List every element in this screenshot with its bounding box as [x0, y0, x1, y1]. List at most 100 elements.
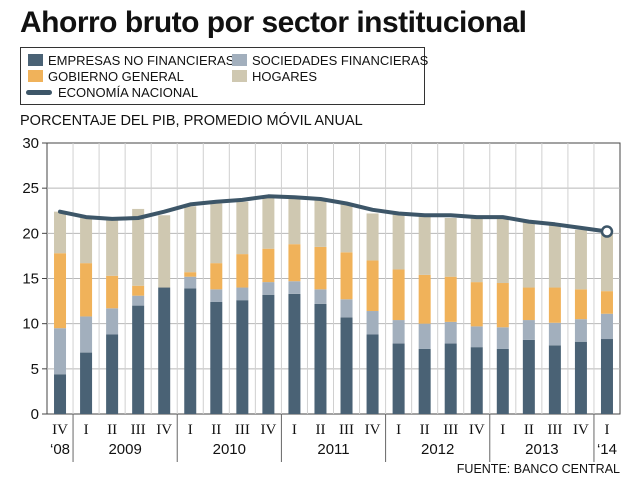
- bar-segment: [574, 319, 587, 342]
- bar-segment: [314, 289, 327, 304]
- line-end-marker: [600, 225, 614, 238]
- bar-segment: [288, 281, 301, 294]
- line-economia-nacional: [58, 194, 609, 234]
- y-tick-label: 30: [22, 135, 39, 152]
- legend-label-gobierno: GOBIERNO GENERAL: [48, 68, 184, 84]
- bar-segment: [106, 334, 119, 414]
- legend-swatch-hogares: [232, 70, 247, 82]
- bar-segment: [340, 252, 353, 300]
- bar-segment: [496, 217, 509, 284]
- bar-segment: [80, 263, 93, 317]
- bar-segment: [366, 334, 379, 414]
- bar-segment: [262, 294, 275, 414]
- x-tick-label-year: ‘08: [50, 441, 70, 458]
- legend-item-empresas: EMPRESAS NO FINANCIERAS: [28, 52, 234, 68]
- bar-segment: [392, 269, 405, 321]
- bar-segment: [548, 322, 561, 346]
- legend-line-economia: [26, 89, 52, 95]
- bar-segment: [366, 213, 379, 261]
- legend-item-gobierno: GOBIERNO GENERAL: [28, 68, 184, 84]
- x-tick-label-quarter: IV: [260, 422, 276, 438]
- y-tick-label: 20: [22, 225, 39, 242]
- bar-segment: [54, 211, 67, 254]
- bar-segment: [574, 229, 587, 290]
- bar-segment: [392, 343, 405, 414]
- bar-segment: [444, 276, 457, 322]
- bar-segment: [236, 287, 249, 301]
- bar-segment: [340, 204, 353, 253]
- x-tick-label-quarter: III: [339, 422, 354, 438]
- y-tick-label: 15: [22, 271, 39, 288]
- legend-label-sociedades: SOCIEDADES FINANCIERAS: [252, 52, 429, 68]
- legend-item-hogares: HOGARES: [232, 68, 317, 84]
- bar-segment: [418, 216, 431, 275]
- bar-segment: [600, 233, 613, 292]
- bar-segment: [184, 206, 197, 273]
- bar-segment: [54, 374, 67, 414]
- bar-segment: [366, 260, 379, 312]
- bar-segment: [392, 320, 405, 344]
- chart-title: Ahorro bruto por sector institucional: [20, 6, 527, 39]
- bar-segment: [80, 352, 93, 414]
- bar-segment: [574, 289, 587, 320]
- bar-segment: [106, 219, 119, 276]
- bar-segment: [444, 217, 457, 277]
- bar-segment: [262, 248, 275, 283]
- bar-segment: [600, 339, 613, 414]
- x-tick-label-quarter: II: [524, 422, 534, 438]
- legend-label-economia: ECONOMÍA NACIONAL: [58, 84, 199, 100]
- bar-segment: [366, 311, 379, 335]
- bar-segment: [340, 299, 353, 318]
- y-tick-label: 10: [22, 316, 39, 333]
- y-tick-label: 5: [31, 361, 39, 378]
- bar-segment: [80, 316, 93, 353]
- bar-segment: [210, 301, 223, 414]
- x-tick-label-quarter: II: [420, 422, 430, 438]
- bar-segment: [444, 321, 457, 344]
- bar-segment: [210, 203, 223, 264]
- x-tick-label-year: 2009: [108, 441, 141, 458]
- bar-segment: [574, 341, 587, 414]
- bar-segment: [418, 323, 431, 349]
- source-note: FUENTE: BANCO CENTRAL: [456, 462, 620, 476]
- bar-segment: [54, 328, 67, 375]
- legend-swatch-empresas: [28, 54, 43, 66]
- legend: EMPRESAS NO FINANCIERAS SOCIEDADES FINAN…: [20, 47, 428, 105]
- x-tick-label-quarter: IV: [156, 422, 172, 438]
- bar-segment: [470, 217, 483, 283]
- x-tick-label-quarter: III: [547, 422, 562, 438]
- chart-subtitle: PORCENTAJE DEL PIB, PROMEDIO MÓVIL ANUAL: [20, 113, 363, 129]
- bar-segment: [106, 308, 119, 335]
- bar-segment: [288, 293, 301, 414]
- bar-segment: [288, 244, 301, 282]
- bar-segment: [210, 263, 223, 290]
- x-tick-label-quarter: II: [107, 422, 117, 438]
- x-tick-label-quarter: I: [84, 422, 89, 438]
- bar-segment: [314, 199, 327, 247]
- bar-segment: [548, 345, 561, 414]
- bar-segment: [184, 276, 197, 289]
- x-tick-label-quarter: I: [292, 422, 297, 438]
- x-tick-label-year: 2013: [525, 441, 558, 458]
- bar-segment: [262, 282, 275, 295]
- bar-segment: [522, 339, 535, 414]
- x-tick-label-quarter: III: [443, 422, 458, 438]
- bar-segment: [184, 288, 197, 414]
- x-tick-label-quarter: I: [500, 422, 505, 438]
- legend-label-empresas: EMPRESAS NO FINANCIERAS: [48, 52, 235, 68]
- bar-segment: [132, 305, 145, 414]
- bar-segment: [132, 285, 145, 296]
- bar-segment: [236, 300, 249, 414]
- legend-label-hogares: HOGARES: [252, 68, 318, 84]
- bar-segment: [522, 320, 535, 340]
- x-tick-label-quarter: II: [211, 422, 221, 438]
- bar-segment: [184, 272, 197, 277]
- legend-item-sociedades: SOCIEDADES FINANCIERAS: [232, 52, 428, 68]
- x-tick-label-year: 2011: [317, 441, 349, 458]
- bar-segment: [444, 343, 457, 414]
- bar-segment: [158, 287, 171, 414]
- bar-segment: [418, 348, 431, 414]
- bar-segment: [54, 253, 67, 329]
- bar-segment: [236, 201, 249, 255]
